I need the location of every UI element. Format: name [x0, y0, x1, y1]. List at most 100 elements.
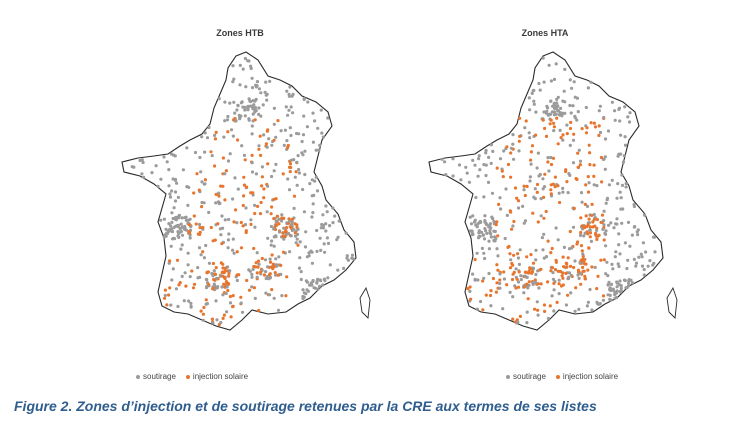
injection-point: [565, 265, 569, 269]
soutirage-point: [180, 243, 184, 247]
injection-point: [262, 187, 266, 191]
soutirage-point: [573, 259, 577, 263]
soutirage-point: [182, 299, 186, 303]
injection-point: [564, 271, 568, 275]
injection-point: [528, 267, 532, 271]
injection-point: [591, 225, 595, 229]
soutirage-point: [199, 170, 203, 174]
soutirage-point: [531, 89, 535, 93]
injection-point: [213, 164, 217, 168]
soutirage-point: [251, 267, 255, 271]
soutirage-point: [577, 276, 581, 280]
soutirage-point: [555, 101, 559, 105]
soutirage-point: [465, 171, 469, 175]
soutirage-point: [525, 310, 529, 314]
injection-point: [529, 253, 533, 257]
soutirage-point: [337, 219, 341, 223]
injection-point: [566, 256, 570, 260]
injection-point: [553, 175, 557, 179]
injection-point: [587, 143, 591, 147]
soutirage-point: [169, 303, 173, 307]
soutirage-point: [171, 237, 175, 241]
injection-point: [198, 226, 202, 230]
soutirage-point: [138, 158, 142, 163]
soutirage-point: [552, 77, 557, 81]
soutirage-point: [315, 228, 319, 233]
soutirage-point: [495, 247, 499, 251]
injection-point: [583, 262, 587, 266]
soutirage-point: [170, 189, 174, 193]
injection-point: [506, 162, 511, 167]
soutirage-point: [170, 211, 174, 215]
injection-point: [273, 271, 277, 275]
injection-point: [525, 184, 529, 188]
injection-point: [187, 229, 191, 234]
soutirage-point: [303, 149, 307, 153]
soutirage-point: [189, 304, 193, 308]
soutirage-point: [623, 105, 627, 109]
soutirage-point: [484, 173, 488, 178]
injection-point: [568, 229, 572, 234]
soutirage-point: [257, 262, 261, 266]
injection-point: [284, 294, 288, 298]
soutirage-point: [318, 278, 322, 282]
soutirage-point: [176, 304, 180, 309]
soutirage-point: [298, 256, 302, 260]
soutirage-point: [531, 267, 535, 271]
soutirage-point: [323, 279, 327, 283]
injection-point: [564, 169, 568, 174]
soutirage-point: [277, 255, 281, 259]
injection-point: [253, 265, 258, 269]
injection-point: [243, 158, 247, 162]
injection-point: [245, 278, 249, 283]
injection-point: [259, 200, 263, 205]
injection-point: [542, 216, 546, 220]
injection-point: [565, 132, 569, 136]
soutirage-point: [640, 255, 644, 259]
injection-point: [527, 271, 531, 275]
soutirage-point: [522, 188, 526, 192]
soutirage-point: [261, 103, 265, 107]
injection-point: [502, 270, 506, 274]
soutirage-point: [486, 180, 491, 184]
injection-point: [167, 293, 171, 297]
soutirage-point: [283, 128, 287, 132]
injection-point: [584, 131, 589, 135]
soutirage-point: [541, 56, 545, 60]
soutirage-point: [183, 271, 187, 275]
injection-point: [469, 297, 473, 301]
soutirage-point: [549, 155, 553, 160]
soutirage-point: [561, 111, 565, 115]
soutirage-point: [627, 281, 631, 285]
injection-point: [549, 192, 553, 196]
injection-point: [565, 180, 569, 184]
soutirage-point: [534, 281, 538, 285]
soutirage-point: [542, 80, 546, 84]
soutirage-point: [602, 223, 606, 227]
injection-point: [516, 252, 520, 256]
injection-point: [541, 118, 545, 122]
soutirage-point: [174, 287, 178, 291]
soutirage-point: [231, 237, 235, 241]
soutirage-point: [477, 236, 481, 240]
soutirage-point: [470, 233, 474, 237]
soutirage-point: [560, 114, 564, 118]
injection-point: [549, 183, 553, 187]
soutirage-point: [604, 244, 608, 248]
soutirage-point: [605, 260, 609, 264]
soutirage-point: [625, 266, 629, 271]
soutirage-point: [186, 263, 190, 267]
soutirage-point: [604, 272, 608, 276]
injection-point: [590, 213, 594, 217]
soutirage-point: [586, 300, 590, 304]
injection-point: [515, 196, 519, 200]
soutirage-point: [238, 83, 242, 87]
injection-point: [522, 184, 526, 188]
soutirage-point: [282, 226, 286, 230]
soutirage-point: [624, 185, 628, 189]
soutirage-point: [200, 135, 204, 139]
soutirage-point: [498, 196, 502, 200]
soutirage-point: [554, 226, 558, 230]
soutirage-point: [214, 299, 218, 303]
soutirage-point: [205, 136, 210, 140]
